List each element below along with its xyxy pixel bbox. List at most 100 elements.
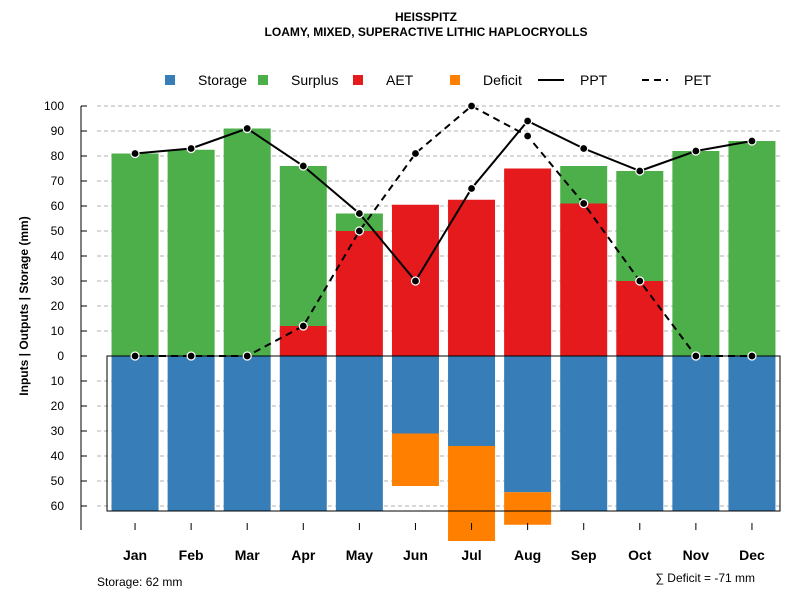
bar-aet-apr [279, 326, 327, 356]
bar-deficit-jun [391, 433, 439, 486]
x-tick-label: Dec [739, 547, 765, 563]
x-tick-label: Jul [461, 547, 481, 563]
bar-storage-nov [672, 356, 720, 511]
ppt-point-nov [691, 146, 701, 156]
series-lines [130, 101, 757, 361]
bar-storage-sep [560, 356, 608, 511]
y-tick-label: 80 [51, 149, 65, 163]
y-tick-label: 10 [51, 374, 65, 388]
bar-surplus-mar [223, 128, 271, 356]
pet-point-jul [466, 101, 477, 111]
ppt-point-apr [298, 161, 308, 171]
bar-surplus-nov [672, 151, 720, 356]
ppt-line [134, 119, 753, 283]
legend-label-pet: PET [684, 72, 712, 88]
legend-label-aet: AET [386, 72, 414, 88]
storage-note: Storage: 62 mm [97, 575, 182, 589]
bar-storage-oct [616, 356, 664, 511]
bar-storage-jul [448, 356, 496, 446]
legend-swatch-surplus [258, 75, 268, 85]
bar-storage-jun [391, 356, 439, 434]
bar-aet-oct [616, 281, 664, 356]
x-tick-label: Sep [571, 547, 597, 563]
bar-storage-mar [223, 356, 271, 511]
legend-label-surplus: Surplus [291, 72, 338, 88]
y-tick-label: 10 [51, 324, 65, 338]
bar-storage-apr [279, 356, 327, 511]
legend-swatch-storage [165, 75, 175, 85]
pet-line [135, 104, 752, 357]
legend-label-deficit: Deficit [483, 72, 522, 88]
legend-label-storage: Storage [198, 72, 247, 88]
bar-storage-jan [111, 356, 159, 511]
bar-deficit-aug [504, 492, 552, 525]
pet-point-dec [747, 351, 757, 361]
legend-swatch-aet [353, 75, 363, 85]
ppt-point-aug [523, 116, 533, 126]
chart-title: HEISSPITZ [395, 10, 457, 24]
pet-point-aug [523, 131, 533, 141]
bar-storage-feb [167, 356, 215, 511]
ppt-point-jan [130, 148, 140, 159]
x-tick-label: Jun [403, 547, 428, 563]
bar-surplus-jan [111, 153, 159, 356]
pet-point-mar [242, 351, 252, 361]
y-tick-label: 50 [51, 474, 65, 488]
bar-aet-sep [560, 203, 608, 356]
bar-aet-may [335, 231, 383, 356]
bar-aet-jul [448, 199, 496, 356]
ppt-point-mar [242, 123, 252, 134]
y-tick-label: 0 [57, 349, 64, 363]
bar-surplus-apr [279, 166, 327, 326]
chart-subtitle: LOAMY, MIXED, SUPERACTIVE LITHIC HAPLOCR… [265, 25, 588, 39]
legend: Storage Surplus AET Deficit PPT PET [165, 72, 712, 88]
bar-surplus-dec [728, 141, 776, 356]
x-tick-label: Feb [179, 547, 204, 563]
bars [106, 128, 781, 541]
y-axis-title: Inputs | Outputs | Storage (mm) [17, 216, 31, 395]
legend-swatch-deficit [450, 75, 460, 85]
ppt-point-may [354, 208, 364, 219]
x-tick-label: Mar [235, 547, 260, 563]
y-tick-label: 40 [51, 449, 65, 463]
y-tick-label: 30 [51, 424, 65, 438]
x-tick-label: Apr [291, 547, 316, 563]
pet-point-jan [130, 351, 140, 361]
y-tick-label: 20 [51, 299, 65, 313]
ppt-point-feb [186, 143, 196, 154]
y-tick-label: 30 [51, 274, 65, 288]
bar-storage-dec [728, 356, 776, 511]
bar-surplus-oct [616, 171, 664, 281]
pet-point-jun [410, 148, 421, 159]
ppt-point-sep [579, 143, 589, 154]
pet-point-nov [691, 351, 701, 361]
deficit-note: ∑ Deficit = -71 mm [655, 571, 755, 585]
ppt-point-dec [747, 136, 757, 146]
y-tick-label: 60 [51, 199, 65, 213]
x-tick-label: Oct [628, 547, 652, 563]
y-tick-label: 70 [51, 174, 65, 188]
pet-point-sep [579, 198, 589, 209]
y-tick-label: 20 [51, 399, 65, 413]
ppt-point-oct [635, 166, 645, 176]
ppt-point-jul [466, 183, 477, 194]
y-tick-label: 90 [51, 124, 65, 138]
ppt-point-jun [410, 276, 421, 286]
y-tick-label: 40 [51, 249, 65, 263]
pet-point-oct [635, 276, 645, 286]
legend-label-ppt: PPT [580, 72, 608, 88]
x-tick-label: May [346, 547, 373, 563]
pet-point-apr [298, 321, 308, 331]
pet-point-feb [186, 351, 196, 361]
bar-aet-aug [504, 168, 552, 356]
x-tick-label: Nov [683, 547, 710, 563]
x-tick-label: Jan [123, 547, 147, 563]
pet-point-may [354, 226, 364, 236]
x-tick-label: Aug [514, 547, 541, 563]
y-tick-label: 100 [44, 99, 64, 113]
y-tick-label: 60 [51, 499, 65, 513]
bar-storage-aug [504, 356, 552, 493]
bar-surplus-feb [167, 149, 215, 356]
